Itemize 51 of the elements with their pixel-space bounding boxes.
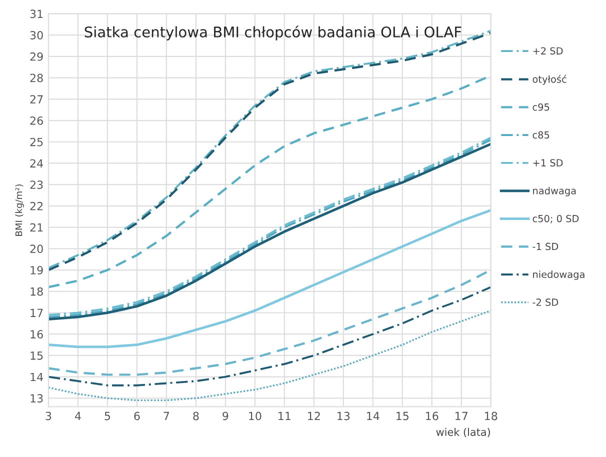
x-tick-label: 12 (308, 412, 320, 420)
x-tick-label: 11 (278, 412, 290, 420)
text: Siatka centylowa BMI chłopców badania OLA i OLAF (84, 26, 462, 40)
x-tick-label: 6 (134, 412, 140, 420)
legend-label: +2 SD (533, 47, 563, 55)
line-series (48, 310, 491, 402)
y-tick-label: 15 (30, 352, 43, 360)
y-tick-label: 27 (30, 95, 43, 104)
y-tick-label: 23 (30, 180, 43, 189)
legend-label: c95 (532, 103, 550, 111)
x-tick-label: 13 (338, 412, 350, 420)
y-axis-title: BMI (kg/m²) (15, 184, 24, 236)
legend-label: c50; 0 SD (532, 214, 579, 224)
legend-label: c85 (532, 131, 550, 139)
y-tick-label: 28 (30, 74, 43, 82)
legend-label: +1 SD (533, 159, 563, 166)
x-tick-label: 9 (222, 412, 228, 420)
y-tick-label: 30 (30, 31, 43, 40)
x-tick-label: 18 (485, 412, 498, 420)
legend-label: -2 SD (532, 298, 558, 306)
x-tick-label: 3 (46, 412, 52, 420)
y-tick-label: 13 (30, 394, 43, 403)
legend-label: niedowaga (533, 270, 584, 280)
y-tick-label: 25 (30, 138, 43, 146)
x-tick-label: 14 (367, 412, 380, 420)
y-tick-label: 14 (30, 372, 43, 382)
y-tick-label: 31 (30, 10, 43, 18)
y-tick-label: 20 (30, 244, 43, 254)
x-tick-label: 16 (426, 412, 438, 420)
legend-label: nadwaga (533, 186, 576, 196)
x-axis-title: wiek (lata) (436, 428, 490, 438)
x-tick-label: 7 (164, 412, 170, 420)
x-tick-label: 8 (193, 412, 199, 420)
y-tick-label: 19 (30, 266, 43, 274)
x-tick-label: 4 (74, 412, 81, 420)
x-tick-label: 15 (396, 412, 408, 420)
y-tick-label: 22 (30, 202, 43, 210)
x-tick-label: 5 (104, 412, 110, 420)
y-tick-label: 26 (30, 116, 43, 125)
x-tick-label: 10 (249, 412, 262, 420)
line-series (48, 208, 491, 348)
legend-label: otyłość (532, 74, 566, 85)
y-tick-label: 18 (30, 287, 43, 296)
y-tick-label: 21 (30, 223, 43, 232)
y-tick-label: 24 (30, 159, 43, 168)
y-tick-label: 17 (30, 308, 43, 317)
line-series (48, 286, 491, 386)
y-tick-label: 29 (30, 52, 43, 61)
legend-label: -1 SD (532, 242, 558, 250)
y-tick-label: 16 (30, 330, 43, 338)
x-tick-label: 17 (456, 412, 468, 420)
